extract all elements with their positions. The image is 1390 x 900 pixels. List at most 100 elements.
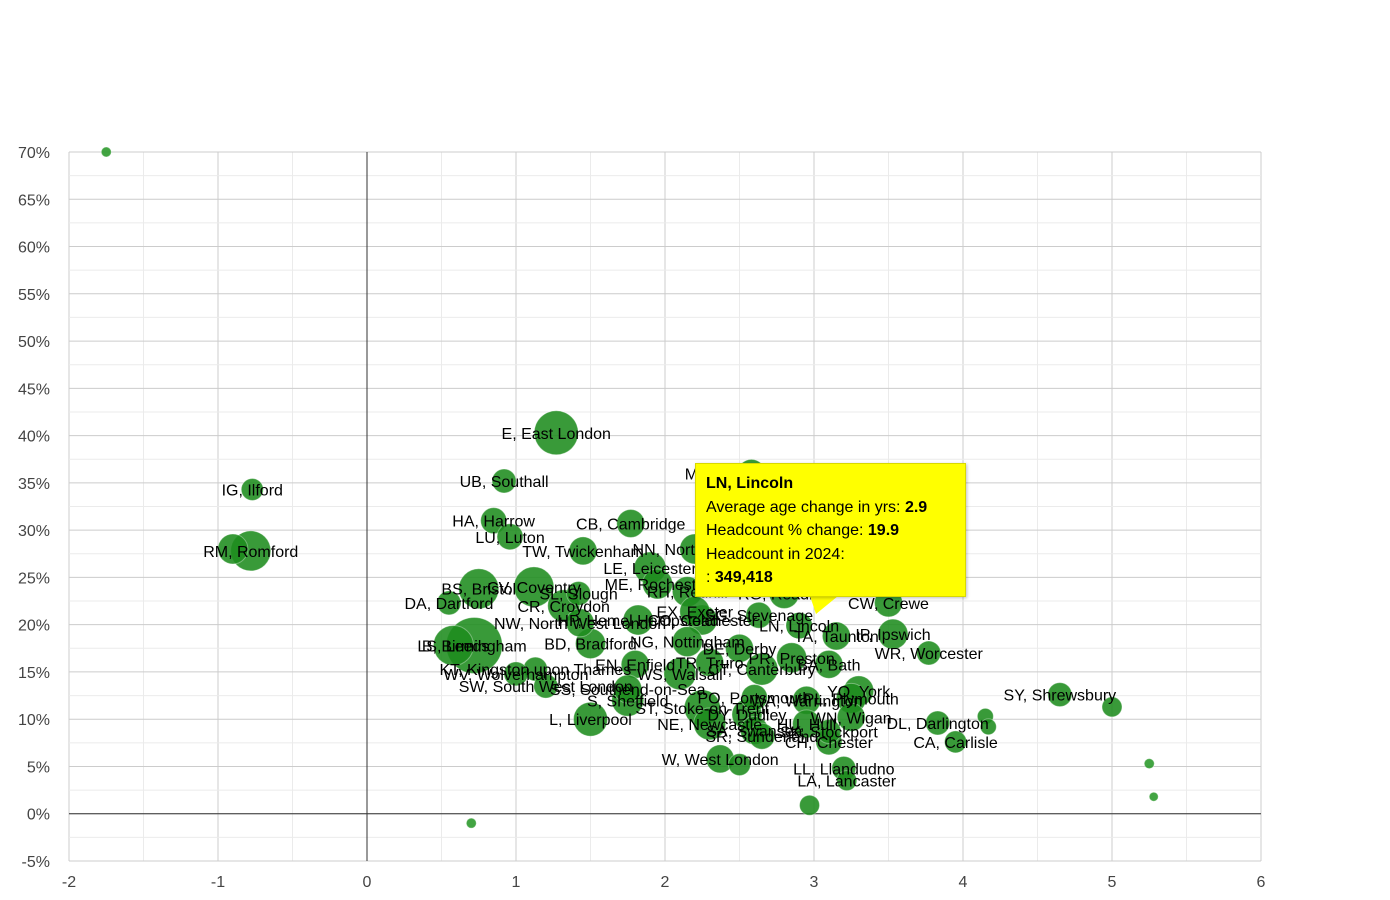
bubble[interactable] — [533, 673, 559, 699]
bubble[interactable] — [814, 649, 844, 679]
x-tick-label: 2 — [661, 874, 670, 891]
bubble[interactable] — [671, 626, 703, 658]
bubble-label: NG, Nottingham — [630, 635, 745, 652]
bubble[interactable] — [821, 621, 851, 651]
bubble-label: DL, Darlington — [887, 716, 989, 733]
bubble[interactable] — [436, 590, 462, 616]
bubble-label: WV, Wolverhampton — [444, 667, 589, 684]
bubble-label: TW, Twickenham — [522, 544, 644, 561]
bubble-label: CW, Crewe — [848, 596, 929, 613]
bubble[interactable] — [1148, 791, 1159, 802]
bubble[interactable] — [745, 601, 773, 629]
bubble-label: DA, Dartford — [404, 596, 493, 613]
bubble[interactable] — [503, 661, 529, 687]
bubble[interactable] — [925, 710, 951, 736]
bubble[interactable] — [480, 507, 508, 535]
bubble[interactable] — [565, 608, 595, 638]
bubble-label: BS, Bristol — [441, 582, 516, 599]
bubble-label: ST, Stoke-on-Trent — [635, 701, 769, 718]
bubble[interactable] — [458, 568, 500, 610]
bubble-label: E, East London — [502, 426, 611, 443]
bubble[interactable] — [240, 477, 264, 501]
x-tick-label: 5 — [1108, 874, 1117, 891]
bubble[interactable] — [465, 817, 477, 829]
tooltip-age-label: Average age change in yrs: — [706, 498, 905, 516]
tooltip-headcount-change-row: Headcount % change: 19.9 — [706, 519, 955, 543]
tooltip-headcount-value: 349,418 — [714, 569, 773, 586]
bubble[interactable] — [573, 701, 608, 737]
bubble-label: IP, Ipswich — [855, 627, 930, 644]
y-tick-label: 55% — [18, 287, 50, 304]
bubble-label: TA, Taunton — [794, 629, 879, 646]
y-tick-label: 25% — [18, 570, 50, 587]
bubble[interactable] — [784, 610, 815, 641]
bubble[interactable] — [642, 568, 674, 600]
x-tick-label: 3 — [810, 874, 819, 891]
bubble[interactable] — [836, 702, 866, 732]
x-tick-label: 4 — [959, 874, 968, 891]
bubble[interactable] — [745, 652, 779, 686]
y-tick-label: 40% — [18, 429, 50, 446]
y-tick-label: 5% — [27, 759, 50, 776]
bubble-label: SR, Sunderland — [705, 729, 818, 746]
bubble[interactable] — [695, 647, 725, 677]
y-tick-label: 10% — [18, 712, 50, 729]
bubble[interactable] — [622, 604, 654, 636]
bubble[interactable] — [693, 707, 727, 741]
bubble-label: RM, Romford — [203, 544, 298, 561]
bubble-label: CV, Coventry — [487, 580, 581, 597]
bubble[interactable] — [533, 410, 579, 456]
bubble[interactable] — [728, 753, 751, 777]
bubble-label: EX, Exeter — [657, 604, 734, 621]
bubble[interactable] — [740, 683, 768, 711]
bubble-label: PL, Plymouth — [804, 691, 899, 708]
bubble-label: SS, Southend-on-Sea — [550, 682, 706, 699]
y-tick-label: 60% — [18, 240, 50, 257]
bubble-label: BD, Bradford — [544, 637, 636, 654]
y-tick-label: 50% — [18, 334, 50, 351]
bubble[interactable] — [1101, 696, 1123, 718]
bubble[interactable] — [513, 566, 555, 608]
bubble[interactable] — [776, 642, 808, 674]
bubble-label: SA, Swansea — [706, 724, 802, 741]
bubble[interactable] — [616, 509, 646, 539]
y-tick-label: -5% — [22, 854, 50, 871]
bubble[interactable] — [663, 657, 697, 691]
bubble[interactable] — [1047, 682, 1073, 708]
bubble[interactable] — [979, 718, 997, 736]
bubble[interactable] — [679, 595, 711, 627]
bubble[interactable] — [491, 468, 517, 494]
bubble[interactable] — [496, 523, 524, 551]
bubble[interactable] — [748, 722, 776, 750]
bubble[interactable] — [566, 580, 592, 606]
bubble-label: SW, South West London — [459, 679, 633, 696]
y-tick-label: 30% — [18, 523, 50, 540]
tooltip-title: LN, Lincoln — [706, 475, 794, 492]
bubble-label: BA, Bath — [797, 657, 860, 674]
bubble-label: HP, Hemel Hempstead — [557, 613, 719, 630]
bubble[interactable] — [217, 533, 249, 565]
bubble-label: LL, Llandudno — [793, 761, 895, 778]
bubble-label: B, Birmingham — [422, 638, 527, 655]
bubble[interactable] — [944, 730, 968, 754]
bubble[interactable] — [100, 146, 112, 158]
bubble-labels: RM, Romford IG, Ilford E, East London UB, S… — [203, 426, 1116, 791]
bubble-series[interactable] — [100, 146, 1159, 829]
bubble[interactable] — [432, 624, 474, 666]
bubble-label: HA, Harrow — [452, 514, 535, 531]
bubble[interactable] — [877, 618, 909, 650]
bubble[interactable] — [916, 640, 942, 666]
bubble[interactable] — [799, 794, 821, 816]
bubble-label: W, West London — [662, 752, 779, 769]
bubble[interactable] — [836, 770, 858, 792]
bubble[interactable] — [613, 674, 643, 704]
tooltip-headcount-label: Headcount in 2024: — [706, 545, 845, 563]
bubble[interactable] — [568, 536, 598, 566]
y-tick-label: 70% — [18, 145, 50, 162]
bubble[interactable] — [816, 718, 842, 744]
bubble[interactable] — [725, 633, 754, 663]
bubble-label: CO, Colchester — [648, 613, 758, 630]
bubble[interactable] — [1143, 758, 1155, 770]
